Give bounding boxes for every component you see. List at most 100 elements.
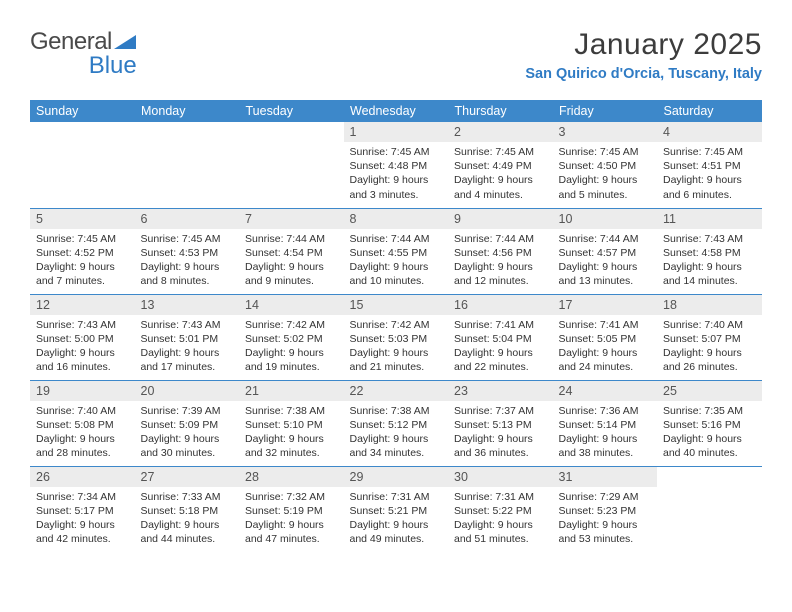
week-row: 1Sunrise: 7:45 AMSunset: 4:48 PMDaylight… [30,122,762,208]
day-number: 9 [448,209,553,229]
day-number: 1 [344,122,449,142]
day-data: Sunrise: 7:35 AMSunset: 5:16 PMDaylight:… [657,401,762,465]
day-cell: 21Sunrise: 7:38 AMSunset: 5:10 PMDayligh… [239,380,344,466]
day-number: 14 [239,295,344,315]
day-cell: 18Sunrise: 7:40 AMSunset: 5:07 PMDayligh… [657,294,762,380]
day-cell: 26Sunrise: 7:34 AMSunset: 5:17 PMDayligh… [30,466,135,552]
day-data: Sunrise: 7:44 AMSunset: 4:56 PMDaylight:… [448,229,553,293]
day-cell: 20Sunrise: 7:39 AMSunset: 5:09 PMDayligh… [135,380,240,466]
day-data: Sunrise: 7:45 AMSunset: 4:52 PMDaylight:… [30,229,135,293]
day-data: Sunrise: 7:33 AMSunset: 5:18 PMDaylight:… [135,487,240,551]
day-cell: 27Sunrise: 7:33 AMSunset: 5:18 PMDayligh… [135,466,240,552]
location-label: San Quirico d'Orcia, Tuscany, Italy [525,66,762,82]
day-data: Sunrise: 7:45 AMSunset: 4:48 PMDaylight:… [344,142,449,206]
day-data: Sunrise: 7:42 AMSunset: 5:02 PMDaylight:… [239,315,344,379]
dayname-6: Saturday [657,100,762,122]
day-data: Sunrise: 7:44 AMSunset: 4:54 PMDaylight:… [239,229,344,293]
dayname-3: Wednesday [344,100,449,122]
day-number: 12 [30,295,135,315]
day-data: Sunrise: 7:32 AMSunset: 5:19 PMDaylight:… [239,487,344,551]
day-cell: 4Sunrise: 7:45 AMSunset: 4:51 PMDaylight… [657,122,762,208]
day-cell: 15Sunrise: 7:42 AMSunset: 5:03 PMDayligh… [344,294,449,380]
day-cell: 23Sunrise: 7:37 AMSunset: 5:13 PMDayligh… [448,380,553,466]
day-data: Sunrise: 7:45 AMSunset: 4:49 PMDaylight:… [448,142,553,206]
week-row: 19Sunrise: 7:40 AMSunset: 5:08 PMDayligh… [30,380,762,466]
week-row: 12Sunrise: 7:43 AMSunset: 5:00 PMDayligh… [30,294,762,380]
day-number: 3 [553,122,658,142]
day-number: 5 [30,209,135,229]
day-cell: 22Sunrise: 7:38 AMSunset: 5:12 PMDayligh… [344,380,449,466]
day-data: Sunrise: 7:41 AMSunset: 5:04 PMDaylight:… [448,315,553,379]
day-cell: 31Sunrise: 7:29 AMSunset: 5:23 PMDayligh… [553,466,658,552]
day-cell: 25Sunrise: 7:35 AMSunset: 5:16 PMDayligh… [657,380,762,466]
day-data: Sunrise: 7:36 AMSunset: 5:14 PMDaylight:… [553,401,658,465]
day-data: Sunrise: 7:34 AMSunset: 5:17 PMDaylight:… [30,487,135,551]
day-data: Sunrise: 7:45 AMSunset: 4:50 PMDaylight:… [553,142,658,206]
day-number: 31 [553,467,658,487]
day-number: 24 [553,381,658,401]
day-cell [135,122,240,208]
day-number: 23 [448,381,553,401]
day-cell: 1Sunrise: 7:45 AMSunset: 4:48 PMDaylight… [344,122,449,208]
month-title: January 2025 [525,28,762,62]
day-cell: 5Sunrise: 7:45 AMSunset: 4:52 PMDaylight… [30,208,135,294]
day-number: 17 [553,295,658,315]
day-data: Sunrise: 7:29 AMSunset: 5:23 PMDaylight:… [553,487,658,551]
day-number: 29 [344,467,449,487]
day-cell: 7Sunrise: 7:44 AMSunset: 4:54 PMDaylight… [239,208,344,294]
calendar-body: 1Sunrise: 7:45 AMSunset: 4:48 PMDaylight… [30,122,762,552]
dayname-0: Sunday [30,100,135,122]
day-cell: 3Sunrise: 7:45 AMSunset: 4:50 PMDaylight… [553,122,658,208]
day-number: 21 [239,381,344,401]
day-number: 4 [657,122,762,142]
day-number: 25 [657,381,762,401]
day-number: 2 [448,122,553,142]
day-data: Sunrise: 7:43 AMSunset: 5:00 PMDaylight:… [30,315,135,379]
day-number: 16 [448,295,553,315]
day-data: Sunrise: 7:37 AMSunset: 5:13 PMDaylight:… [448,401,553,465]
brand-part2-wrap: GeneBlue [30,52,137,80]
day-cell: 17Sunrise: 7:41 AMSunset: 5:05 PMDayligh… [553,294,658,380]
day-number: 8 [344,209,449,229]
brand-triangle-icon [114,33,136,51]
day-cell: 16Sunrise: 7:41 AMSunset: 5:04 PMDayligh… [448,294,553,380]
day-data: Sunrise: 7:41 AMSunset: 5:05 PMDaylight:… [553,315,658,379]
header: General January 2025 San Quirico d'Orcia… [30,28,762,82]
day-number: 22 [344,381,449,401]
day-number: 11 [657,209,762,229]
day-number: 7 [239,209,344,229]
brand-part2: Blue [89,52,137,79]
day-cell: 28Sunrise: 7:32 AMSunset: 5:19 PMDayligh… [239,466,344,552]
day-data: Sunrise: 7:40 AMSunset: 5:08 PMDaylight:… [30,401,135,465]
dayname-1: Monday [135,100,240,122]
day-cell [30,122,135,208]
day-number: 10 [553,209,658,229]
day-number: 18 [657,295,762,315]
day-data: Sunrise: 7:43 AMSunset: 4:58 PMDaylight:… [657,229,762,293]
day-cell: 29Sunrise: 7:31 AMSunset: 5:21 PMDayligh… [344,466,449,552]
day-data: Sunrise: 7:44 AMSunset: 4:57 PMDaylight:… [553,229,658,293]
day-cell: 24Sunrise: 7:36 AMSunset: 5:14 PMDayligh… [553,380,658,466]
day-cell: 13Sunrise: 7:43 AMSunset: 5:01 PMDayligh… [135,294,240,380]
title-block: January 2025 San Quirico d'Orcia, Tuscan… [525,28,762,82]
day-cell [657,466,762,552]
day-cell: 14Sunrise: 7:42 AMSunset: 5:02 PMDayligh… [239,294,344,380]
day-number: 15 [344,295,449,315]
day-cell: 19Sunrise: 7:40 AMSunset: 5:08 PMDayligh… [30,380,135,466]
dayname-2: Tuesday [239,100,344,122]
week-row: 5Sunrise: 7:45 AMSunset: 4:52 PMDaylight… [30,208,762,294]
day-cell: 6Sunrise: 7:45 AMSunset: 4:53 PMDaylight… [135,208,240,294]
day-cell: 2Sunrise: 7:45 AMSunset: 4:49 PMDaylight… [448,122,553,208]
calendar-table: SundayMondayTuesdayWednesdayThursdayFrid… [30,100,762,552]
day-number: 30 [448,467,553,487]
day-cell: 11Sunrise: 7:43 AMSunset: 4:58 PMDayligh… [657,208,762,294]
dayname-4: Thursday [448,100,553,122]
day-data: Sunrise: 7:45 AMSunset: 4:53 PMDaylight:… [135,229,240,293]
day-number: 19 [30,381,135,401]
day-cell: 30Sunrise: 7:31 AMSunset: 5:22 PMDayligh… [448,466,553,552]
day-cell: 12Sunrise: 7:43 AMSunset: 5:00 PMDayligh… [30,294,135,380]
day-cell: 8Sunrise: 7:44 AMSunset: 4:55 PMDaylight… [344,208,449,294]
day-cell: 10Sunrise: 7:44 AMSunset: 4:57 PMDayligh… [553,208,658,294]
day-number: 13 [135,295,240,315]
day-data: Sunrise: 7:38 AMSunset: 5:12 PMDaylight:… [344,401,449,465]
